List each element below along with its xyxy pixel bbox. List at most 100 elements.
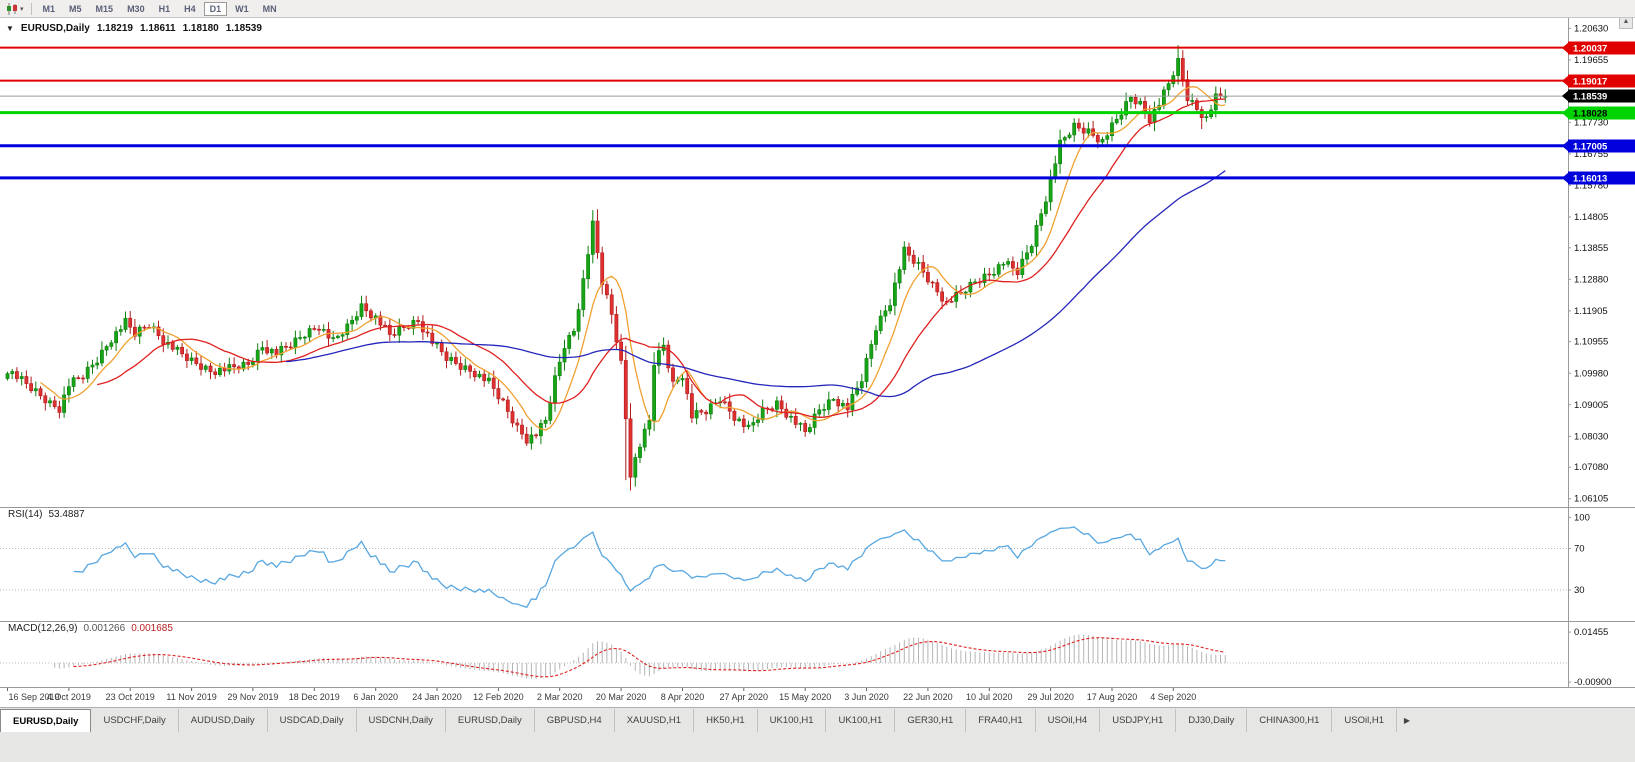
candles xyxy=(5,45,1228,491)
svg-text:11 Nov 2019: 11 Nov 2019 xyxy=(166,692,216,702)
macd-pane: 0.01455 -0.00900 xyxy=(0,627,1612,688)
tab-scroll-right-button[interactable]: ▶ xyxy=(1403,716,1411,725)
bar-high-value: 1.18611 xyxy=(139,23,176,34)
timeframe-buttons: M1 M5 M15 M30 H1 H4 D1 W1 MN xyxy=(37,1,283,16)
svg-text:1.16755: 1.16755 xyxy=(1574,149,1608,160)
svg-text:27 Apr 2020: 27 Apr 2020 xyxy=(720,692,769,702)
chart-tab-17-usoilh1[interactable]: USOil,H1 xyxy=(1332,709,1397,732)
rsi-label: RSI(14) 53.4887 xyxy=(8,509,85,520)
svg-text:4 Oct 2019: 4 Oct 2019 xyxy=(47,692,91,702)
svg-text:2 Mar 2020: 2 Mar 2020 xyxy=(537,692,583,702)
svg-text:70: 70 xyxy=(1574,544,1585,555)
chart-tab-7-xauusdh1[interactable]: XAUUSD,H1 xyxy=(614,709,695,732)
chart-tab-11-ger30h1[interactable]: GER30,H1 xyxy=(895,709,967,732)
moving-average-lines xyxy=(40,86,1226,431)
svg-text:16 Sep 2019: 16 Sep 2019 xyxy=(8,692,59,702)
timeframe-button-w1[interactable]: W1 xyxy=(235,3,249,14)
chart-type-dropdown-caret[interactable]: ▾ xyxy=(20,5,24,13)
one-click-trading-arrow-icon[interactable]: ▼ xyxy=(6,24,14,33)
svg-text:1.11905: 1.11905 xyxy=(1574,306,1608,317)
rsi-name: RSI(14) xyxy=(8,509,43,520)
svg-text:1.09005: 1.09005 xyxy=(1574,400,1608,411)
svg-text:1.17005: 1.17005 xyxy=(1573,142,1608,153)
svg-text:1.20630: 1.20630 xyxy=(1574,23,1608,34)
chart-tab-12-fra40h1[interactable]: FRA40,H1 xyxy=(966,709,1036,732)
svg-text:6 Jan 2020: 6 Jan 2020 xyxy=(353,692,398,702)
timeframe-button-m15[interactable]: M15 xyxy=(95,3,114,14)
chart-tab-5-eurusddaily[interactable]: EURUSD,Daily xyxy=(445,709,535,732)
svg-text:1.18028: 1.18028 xyxy=(1573,109,1607,120)
svg-text:23 Oct 2019: 23 Oct 2019 xyxy=(106,692,155,702)
timeframe-button-m1[interactable]: M1 xyxy=(42,3,56,14)
timeframe-toolbar: ▾ M1 M5 M15 M30 H1 H4 D1 W1 MN xyxy=(0,0,1635,18)
bar-close-value: 1.18539 xyxy=(225,23,262,34)
svg-text:1.06105: 1.06105 xyxy=(1574,494,1608,505)
timeframe-button-h4[interactable]: H4 xyxy=(184,3,196,14)
rsi-pane: 100 70 30 xyxy=(0,512,1590,609)
svg-text:30: 30 xyxy=(1574,585,1585,596)
toolbar-separator xyxy=(30,2,32,15)
svg-text:1.18539: 1.18539 xyxy=(1573,92,1607,103)
svg-text:1.08030: 1.08030 xyxy=(1574,431,1608,442)
panel-separators xyxy=(0,18,1635,688)
chart-tab-4-usdcnhdaily[interactable]: USDCNH,Daily xyxy=(356,709,446,732)
svg-text:29 Jul 2020: 29 Jul 2020 xyxy=(1027,692,1074,702)
svg-text:20 Mar 2020: 20 Mar 2020 xyxy=(596,692,647,702)
svg-text:18 Dec 2019: 18 Dec 2019 xyxy=(289,692,340,702)
price-axis[interactable]: 1.20630 1.19655 1.17730 1.16755 1.15780 1.148… xyxy=(1562,23,1635,505)
chart-tab-1-usdchfdaily[interactable]: USDCHF,Daily xyxy=(91,709,179,732)
macd-name: MACD(12,26,9) xyxy=(8,623,78,634)
chart-tab-16-china300h1[interactable]: CHINA300,H1 xyxy=(1247,709,1333,732)
rsi-value: 53.4887 xyxy=(48,509,85,520)
svg-text:17 Aug 2020: 17 Aug 2020 xyxy=(1087,692,1138,702)
bar-open-value: 1.18219 xyxy=(96,23,133,34)
chart-tab-15-dj30daily[interactable]: DJ30,Daily xyxy=(1176,709,1248,732)
svg-text:1.14805: 1.14805 xyxy=(1574,212,1608,223)
svg-text:29 Nov 2019: 29 Nov 2019 xyxy=(227,692,278,702)
macd-main-value: 0.001266 xyxy=(83,623,126,634)
svg-text:0.01455: 0.01455 xyxy=(1574,627,1608,638)
svg-text:1.12880: 1.12880 xyxy=(1574,274,1608,285)
svg-text:10 Jul 2020: 10 Jul 2020 xyxy=(966,692,1013,702)
svg-text:12 Feb 2020: 12 Feb 2020 xyxy=(473,692,524,702)
svg-text:1.09980: 1.09980 xyxy=(1574,368,1608,379)
svg-text:100: 100 xyxy=(1574,512,1590,523)
chart-tab-10-uk100h1[interactable]: UK100,H1 xyxy=(826,709,896,732)
chart-tabs-footer: EURUSD,Daily USDCHF,Daily AUDUSD,Daily USDC… xyxy=(0,707,1635,762)
chart-canvas[interactable]: 1.20630 1.19655 1.17730 1.16755 1.15780 1.148… xyxy=(0,0,1635,707)
chart-tab-0-eurusddaily[interactable]: EURUSD,Daily xyxy=(0,709,92,732)
chart-tab-14-usdjpyh1[interactable]: USDJPY,H1 xyxy=(1100,709,1177,732)
level-lines[interactable] xyxy=(0,46,1568,180)
timeframe-button-m30[interactable]: M30 xyxy=(127,3,145,14)
svg-text:1.16013: 1.16013 xyxy=(1573,174,1607,185)
svg-text:1.13855: 1.13855 xyxy=(1574,243,1608,254)
svg-text:4 Sep 2020: 4 Sep 2020 xyxy=(1150,692,1196,702)
chart-tab-bar: EURUSD,Daily USDCHF,Daily AUDUSD,Daily USDC… xyxy=(0,709,1635,732)
chart-tab-6-gbpusdh4[interactable]: GBPUSD,H4 xyxy=(534,709,615,732)
svg-text:15 May 2020: 15 May 2020 xyxy=(779,692,831,702)
chart-tab-2-audusddaily[interactable]: AUDUSD,Daily xyxy=(178,709,268,732)
svg-text:1.19655: 1.19655 xyxy=(1574,55,1608,66)
chart-tab-8-hk50h1[interactable]: HK50,H1 xyxy=(694,709,758,732)
svg-text:1.17730: 1.17730 xyxy=(1574,117,1608,128)
chart-symbol-label: EURUSD,Daily xyxy=(20,23,90,34)
svg-text:1.19017: 1.19017 xyxy=(1573,77,1607,88)
svg-text:1.10955: 1.10955 xyxy=(1574,337,1608,348)
macd-signal-value: 0.001685 xyxy=(131,623,173,634)
svg-text:-0.00900: -0.00900 xyxy=(1574,677,1612,688)
timeframe-button-h1[interactable]: H1 xyxy=(158,3,171,14)
svg-text:1.15780: 1.15780 xyxy=(1574,180,1608,191)
chart-tab-3-usdcaddaily[interactable]: USDCAD,Daily xyxy=(267,709,357,732)
candlestick-chart-icon[interactable] xyxy=(4,2,20,16)
svg-text:22 Jun 2020: 22 Jun 2020 xyxy=(903,692,953,702)
timeframe-button-d1[interactable]: D1 xyxy=(203,1,228,16)
svg-text:8 Apr 2020: 8 Apr 2020 xyxy=(661,692,705,702)
timeframe-button-mn[interactable]: MN xyxy=(262,3,277,14)
timeframe-button-m5[interactable]: M5 xyxy=(69,3,82,14)
chart-tab-9-uk100h1[interactable]: UK100,H1 xyxy=(757,709,827,732)
svg-text:24 Jan 2020: 24 Jan 2020 xyxy=(412,692,462,702)
svg-text:1.07080: 1.07080 xyxy=(1574,462,1608,473)
chart-tab-13-usoilh4[interactable]: USOil,H4 xyxy=(1035,709,1101,732)
bar-low-value: 1.18180 xyxy=(182,23,219,34)
